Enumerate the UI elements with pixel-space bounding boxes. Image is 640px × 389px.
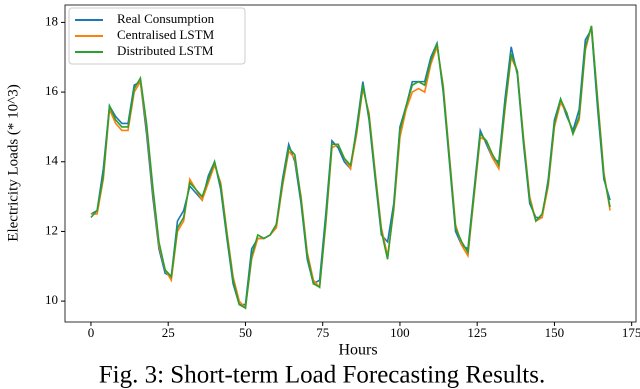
legend-box <box>68 7 246 65</box>
x-tick-label: 175 <box>622 325 640 340</box>
x-tick-label: 100 <box>390 325 410 340</box>
series-line <box>90 25 611 310</box>
x-axis-label: Hours <box>338 342 377 359</box>
x-tick-label: 50 <box>239 325 252 340</box>
legend-label: Distributed LSTM <box>117 43 214 58</box>
x-tick-label: 0 <box>88 325 95 340</box>
legend-label: Real Consumption <box>117 11 215 26</box>
series-line <box>90 25 611 310</box>
y-tick-label: 12 <box>45 222 58 237</box>
legend-label: Centralised LSTM <box>117 27 215 42</box>
x-tick-label: 25 <box>162 325 175 340</box>
x-tick-label: 150 <box>545 325 565 340</box>
x-tick-label: 125 <box>467 325 487 340</box>
y-tick-label: 14 <box>45 153 59 168</box>
plot-frame <box>64 4 637 323</box>
y-axis-label: Electricity Loads (* 10^3) <box>5 84 21 241</box>
y-tick-label: 16 <box>45 83 59 98</box>
caption: Fig. 3: Short-term Load Forecasting Resu… <box>99 362 545 389</box>
y-tick-label: 10 <box>45 292 58 307</box>
y-tick-label: 18 <box>45 13 58 28</box>
x-tick-label: 75 <box>316 325 329 340</box>
